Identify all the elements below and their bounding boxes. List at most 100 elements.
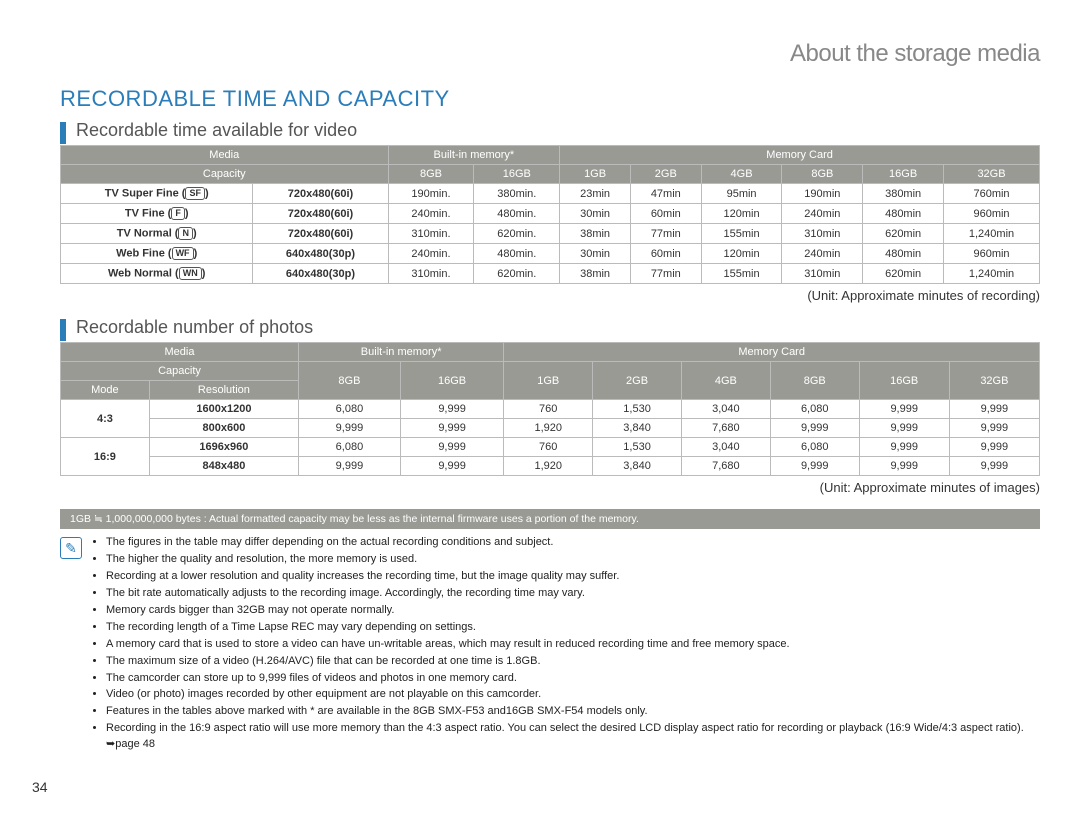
cell: 1,240min xyxy=(944,264,1040,284)
quality-label: TV Super Fine (SF) xyxy=(61,184,253,204)
resolution-label: 720x480(60i) xyxy=(253,224,388,244)
th-8gb: 8GB xyxy=(388,165,474,184)
table-row: TV Normal (N)720x480(60i)310min.620min.3… xyxy=(61,224,1040,244)
note-item: The figures in the table may differ depe… xyxy=(106,535,1040,551)
table-row: Web Normal (WN)640x480(30p)310min.620min… xyxy=(61,264,1040,284)
quality-icon: WF xyxy=(172,247,194,260)
cell: 480min. xyxy=(474,204,560,224)
photo-count-table: Media Built-in memory* Memory Card Capac… xyxy=(60,342,1040,476)
note-item: Video (or photo) images recorded by othe… xyxy=(106,687,1040,703)
th-mode: Mode xyxy=(61,381,150,400)
section2-title: Recordable number of photos xyxy=(76,317,313,338)
cell: 9,999 xyxy=(859,419,949,438)
cell: 9,999 xyxy=(400,400,503,419)
note-item: The recording length of a Time Lapse REC… xyxy=(106,620,1040,636)
table-row: Web Fine (WF)640x480(30p)240min.480min.3… xyxy=(61,244,1040,264)
cell: 310min xyxy=(782,224,863,244)
note-item: The bit rate automatically adjusts to th… xyxy=(106,586,1040,602)
th-16gb-2b: 16GB xyxy=(859,362,949,400)
th-capacity-2: Capacity xyxy=(61,362,299,381)
th-16gb-b: 16GB xyxy=(863,165,944,184)
title-bar-accent xyxy=(60,122,66,144)
cell: 310min. xyxy=(388,224,474,244)
cell: 1,530 xyxy=(593,438,682,457)
cell: 960min xyxy=(944,244,1040,264)
mode-label: 16:9 xyxy=(61,438,150,476)
cell: 3,040 xyxy=(681,438,770,457)
cell: 760 xyxy=(504,400,593,419)
cell: 960min xyxy=(944,204,1040,224)
cell: 620min. xyxy=(474,264,560,284)
note-icon: ✎ xyxy=(60,537,82,559)
section2-title-bar: Recordable number of photos xyxy=(60,317,1040,342)
cell: 120min xyxy=(701,204,782,224)
cell: 1,920 xyxy=(504,419,593,438)
cell: 23min xyxy=(560,184,631,204)
th-2gb: 2GB xyxy=(630,165,701,184)
cell: 7,680 xyxy=(681,457,770,476)
th-32gb: 32GB xyxy=(944,165,1040,184)
th-card: Memory Card xyxy=(560,146,1040,165)
cell: 3,840 xyxy=(593,419,682,438)
cell: 38min xyxy=(560,264,631,284)
th-8gb-b: 8GB xyxy=(782,165,863,184)
th-4gb-2: 4GB xyxy=(681,362,770,400)
quality-label: Web Normal (WN) xyxy=(61,264,253,284)
note-item: The higher the quality and resolution, t… xyxy=(106,552,1040,568)
cell: 240min. xyxy=(388,204,474,224)
cell: 6,080 xyxy=(298,400,400,419)
th-8gb-2: 8GB xyxy=(298,362,400,400)
cell: 240min xyxy=(782,204,863,224)
th-capacity: Capacity xyxy=(61,165,389,184)
table-row: TV Fine (F)720x480(60i)240min.480min.30m… xyxy=(61,204,1040,224)
page-number: 34 xyxy=(32,779,48,795)
table-row: 848x4809,9999,9991,9203,8407,6809,9999,9… xyxy=(61,457,1040,476)
cell: 3,040 xyxy=(681,400,770,419)
cell: 620min. xyxy=(474,224,560,244)
resolution-label: 800x600 xyxy=(149,419,298,438)
cell: 38min xyxy=(560,224,631,244)
cell: 310min xyxy=(782,264,863,284)
quality-label: TV Normal (N) xyxy=(61,224,253,244)
quality-label: Web Fine (WF) xyxy=(61,244,253,264)
quality-icon: N xyxy=(178,227,193,240)
page-header: About the storage media xyxy=(60,40,1040,68)
cell: 9,999 xyxy=(770,457,859,476)
cell: 7,680 xyxy=(681,419,770,438)
cell: 9,999 xyxy=(859,400,949,419)
cell: 9,999 xyxy=(400,419,503,438)
cell: 9,999 xyxy=(770,419,859,438)
cell: 310min. xyxy=(388,264,474,284)
cell: 9,999 xyxy=(400,438,503,457)
note-item: The camcorder can store up to 9,999 file… xyxy=(106,671,1040,687)
cell: 1,240min xyxy=(944,224,1040,244)
cell: 60min xyxy=(630,244,701,264)
note-item: Recording in the 16:9 aspect ratio will … xyxy=(106,721,1040,753)
quality-label: TV Fine (F) xyxy=(61,204,253,224)
cell: 9,999 xyxy=(298,457,400,476)
cell: 190min xyxy=(782,184,863,204)
cell: 620min xyxy=(863,224,944,244)
table-row: 4:31600x12006,0809,9997601,5303,0406,080… xyxy=(61,400,1040,419)
cell: 620min xyxy=(863,264,944,284)
cell: 77min xyxy=(630,264,701,284)
cell: 155min xyxy=(701,224,782,244)
cell: 120min xyxy=(701,244,782,264)
cell: 9,999 xyxy=(859,457,949,476)
cell: 6,080 xyxy=(770,438,859,457)
cell: 9,999 xyxy=(949,438,1039,457)
section1-title-bar: Recordable time available for video xyxy=(60,120,1040,145)
cell: 77min xyxy=(630,224,701,244)
th-32gb-2: 32GB xyxy=(949,362,1039,400)
title-bar-accent xyxy=(60,319,66,341)
cell: 480min xyxy=(863,204,944,224)
note-item: Features in the tables above marked with… xyxy=(106,704,1040,720)
th-8gb-2b: 8GB xyxy=(770,362,859,400)
cell: 6,080 xyxy=(770,400,859,419)
unit-note-2: (Unit: Approximate minutes of images) xyxy=(60,480,1040,495)
th-resolution: Resolution xyxy=(149,381,298,400)
th-builtin: Built-in memory* xyxy=(388,146,560,165)
note-item: A memory card that is used to store a vi… xyxy=(106,637,1040,653)
th-media: Media xyxy=(61,146,389,165)
cell: 9,999 xyxy=(949,400,1039,419)
